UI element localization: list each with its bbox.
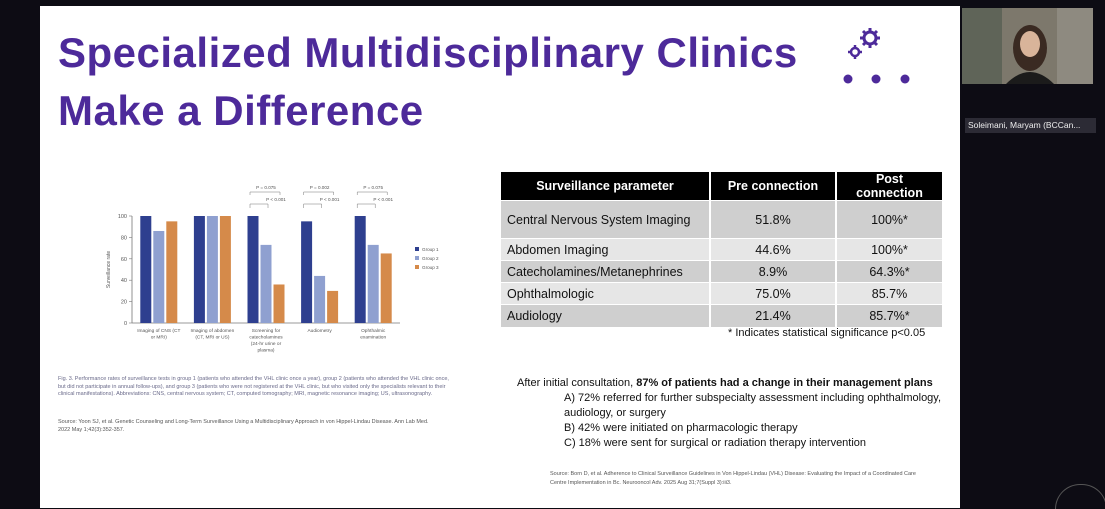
legend-swatch	[415, 247, 419, 251]
post-cell: 64.3%*	[836, 260, 942, 283]
p-value-bracket	[249, 191, 281, 195]
p-value-bracket	[356, 203, 376, 208]
bar	[380, 253, 392, 323]
y-tick-label: 40	[121, 278, 127, 284]
pre-cell: 75.0%	[710, 282, 837, 305]
summary-intro: After initial consultation, 87% of patie…	[517, 376, 947, 391]
x-tick-label: Screening for	[252, 328, 281, 334]
bar	[206, 216, 218, 323]
p-value-label: P = 0.002	[310, 185, 330, 190]
x-tick-label: Audiometry	[307, 328, 332, 334]
table-row: Catecholamines/Metanephrines 8.9% 64.3%*	[501, 260, 942, 283]
p-value-label: P < 0.001	[320, 197, 340, 202]
table-row: Audiology 21.4% 85.7%*	[501, 304, 942, 327]
surveillance-bar-chart: 0 20 40 60 80 100 Surveillance rate Imaging of …	[106, 185, 439, 354]
table-row: Ophthalmologic 75.0% 85.7%	[501, 282, 942, 305]
control-button[interactable]	[1055, 484, 1105, 509]
shared-slide: Specialized Multidisciplinary Clinics Ma…	[40, 6, 960, 508]
col-header: Surveillance parameter	[501, 172, 711, 201]
y-tick-label: 100	[118, 214, 127, 220]
x-tick-label: (24-hr urine or	[251, 341, 282, 347]
y-tick-label: 20	[121, 300, 127, 306]
bar	[193, 216, 205, 323]
summary-intro-bold: 87% of patients had a change in their ma…	[636, 377, 933, 389]
list-item: A) 72% referred for further subspecialty…	[564, 392, 942, 419]
list-item: C) 18% were sent for surgical or radiati…	[564, 437, 867, 449]
bar	[301, 221, 313, 323]
x-tick-label: examination	[360, 335, 386, 341]
summary-list: A) 72% referred for further subspecialty…	[517, 391, 947, 451]
bar	[247, 216, 259, 323]
p-value-bracket	[249, 203, 269, 208]
legend-swatch	[415, 256, 419, 260]
bar	[140, 216, 152, 323]
participant-avatar	[962, 8, 1093, 84]
post-cell: 100%*	[836, 200, 942, 239]
p-value-bracket	[303, 191, 334, 195]
post-cell: 100%*	[836, 238, 942, 261]
list-item: B) 42% were initiated on pharmacologic t…	[564, 422, 798, 434]
bar	[354, 216, 366, 323]
figure-source: Source: Yoon SJ, et al. Genetic Counseli…	[58, 419, 429, 433]
surveillance-table: Surveillance parameter Pre connection Po…	[501, 172, 942, 327]
bar	[260, 244, 272, 323]
param-cell: Catecholamines/Metanephrines	[501, 260, 711, 283]
bar	[367, 244, 379, 323]
p-value-label: P = 0.075	[256, 185, 276, 190]
y-tick-label: 80	[121, 235, 127, 241]
bar	[273, 284, 285, 323]
p-value-bracket	[356, 191, 388, 195]
slide-title-line1: Specialized Multidisciplinary Clinics	[58, 29, 798, 76]
bar	[153, 230, 165, 323]
x-tick-label: (CT, MRI or US)	[195, 335, 230, 341]
col-header: Post connection	[836, 172, 942, 201]
table-row: Central Nervous System Imaging 51.8% 100…	[501, 200, 942, 239]
x-tick-label: Ophthalmic	[361, 328, 386, 334]
figure-caption: Fig. 3. Performance rates of surveillanc…	[58, 376, 449, 398]
p-value-label: P = 0.075	[363, 185, 383, 190]
significance-note: * Indicates statistical significance p<0…	[728, 327, 926, 339]
pre-cell: 8.9%	[710, 260, 837, 283]
p-value-label: P < 0.001	[266, 197, 286, 202]
participant-name: Soleimani, Maryam (BCCan...	[965, 118, 1096, 133]
x-tick-label: Imaging of CNS (CT	[137, 328, 180, 334]
p-value-label: P < 0.001	[373, 197, 393, 202]
y-tick-label: 0	[124, 321, 127, 327]
slide-title-line2: Make a Difference	[58, 87, 424, 134]
bar	[314, 275, 326, 323]
param-cell: Ophthalmologic	[501, 282, 711, 305]
y-axis-label: Surveillance rate	[106, 251, 112, 288]
x-tick-label: catecholamines	[249, 335, 283, 341]
param-cell: Audiology	[501, 304, 711, 327]
y-tick-label: 60	[121, 257, 127, 263]
param-cell: Abdomen Imaging	[501, 238, 711, 261]
col-header: Pre connection	[710, 172, 837, 201]
participant-video[interactable]	[962, 8, 1093, 84]
slide-title: Specialized Multidisciplinary Clinics Ma…	[58, 24, 858, 140]
p-value-bracket	[303, 203, 322, 208]
post-cell: 85.7%*	[836, 304, 942, 327]
legend-label: Group 3	[422, 265, 439, 270]
x-tick-label: or MRI)	[151, 335, 167, 341]
legend-swatch	[415, 265, 419, 269]
post-cell: 85.7%	[836, 282, 942, 305]
param-cell: Central Nervous System Imaging	[501, 200, 711, 239]
bar	[219, 216, 231, 323]
x-tick-label: plasma)	[257, 348, 274, 354]
pre-cell: 51.8%	[710, 200, 837, 239]
study-source: Source: Born D, et al. Adherence to Clin…	[550, 471, 916, 486]
x-tick-label: Imaging of abdomen	[191, 328, 235, 334]
pre-cell: 21.4%	[710, 304, 837, 327]
table-header-row: Surveillance parameter Pre connection Po…	[501, 172, 942, 201]
consultation-summary: After initial consultation, 87% of patie…	[517, 376, 947, 451]
gears-icon	[843, 28, 910, 84]
table-row: Abdomen Imaging 44.6% 100%*	[501, 238, 942, 261]
summary-intro-text: After initial consultation,	[517, 377, 637, 389]
legend-label: Group 1	[422, 247, 439, 252]
pre-cell: 44.6%	[710, 238, 837, 261]
legend-label: Group 2	[422, 256, 439, 261]
bar	[327, 290, 339, 323]
bar	[166, 221, 178, 323]
